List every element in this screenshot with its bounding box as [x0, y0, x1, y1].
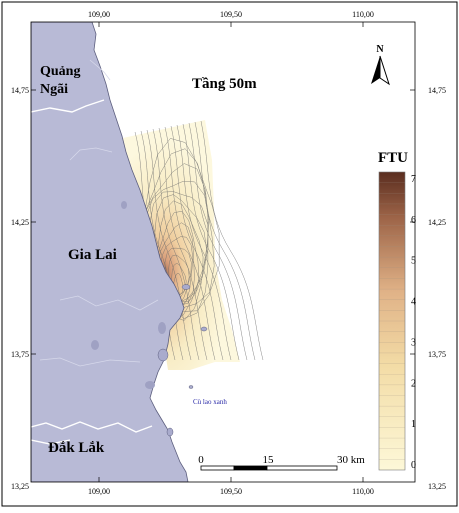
lat-tick-label: 14,75	[11, 86, 29, 95]
scale-bar: 0 15 30 km	[198, 454, 365, 471]
province-labels: Quảng Ngãi Gia Lai Đắk Lắk	[40, 64, 117, 456]
lat-tick-label: 13,75	[428, 350, 446, 359]
province-label-ngai: Ngãi	[40, 82, 68, 97]
lat-labels-left: 14,75 14,25 13,75 13,25	[11, 86, 29, 491]
north-arrow: N	[371, 44, 390, 86]
lon-tick-label: 109,50	[220, 10, 242, 19]
contour-line	[152, 128, 200, 361]
legend-tick-label: 6	[411, 215, 416, 226]
scale-label-15: 15	[263, 454, 275, 466]
lat-tick-label: 13,25	[11, 482, 29, 491]
contour-line	[158, 127, 208, 361]
legend-tick-label: 2	[411, 378, 416, 389]
map-title: Tầng 50m	[192, 76, 257, 92]
legend-bands	[379, 182, 405, 460]
province-label-dak-lak: Đắk Lắk	[48, 440, 105, 456]
islands	[157, 284, 208, 437]
contour-line	[176, 124, 232, 361]
province-label-quang: Quảng	[40, 64, 80, 79]
island-label: Cù lao xanh	[193, 398, 227, 406]
legend-ticks: 7 6 5 4 3 2 1 0	[411, 174, 416, 471]
north-arrow-right-icon	[379, 55, 390, 86]
north-arrow-left-icon	[371, 56, 380, 84]
contour-line	[146, 129, 192, 361]
lon-tick-label: 110,00	[352, 10, 374, 19]
legend-tick-label: 7	[411, 174, 416, 185]
lon-labels-top: 109,00 109,50 110,00	[88, 10, 374, 19]
province-borders	[31, 99, 153, 445]
scale-label-0: 0	[198, 454, 204, 466]
north-label: N	[376, 44, 384, 55]
province-label-gia-lai: Gia Lai	[68, 247, 117, 263]
lat-tick-label: 14,25	[11, 218, 29, 227]
lat-labels-right: 14,75 14,25 13,75 13,25	[428, 86, 446, 491]
legend-tick-label: 5	[411, 256, 416, 267]
map-area	[31, 22, 415, 482]
legend-tick-label: 1	[411, 419, 416, 430]
lon-tick-label: 109,00	[88, 487, 110, 496]
contour-line	[188, 122, 248, 361]
mainland	[31, 22, 189, 482]
turbidity-field	[123, 120, 240, 370]
legend-tick-label: 4	[411, 297, 416, 308]
land-patches	[91, 201, 166, 389]
map-frame	[30, 21, 416, 483]
rivers	[39, 59, 159, 367]
contour-line	[164, 126, 216, 361]
lon-tick-label: 109,00	[88, 10, 110, 19]
contour-line	[170, 125, 224, 361]
legend: FTU 7 6 5 4 3 2 1 0	[378, 150, 416, 471]
lat-tick-label: 14,75	[428, 86, 446, 95]
lat-tick-label: 13,75	[11, 350, 29, 359]
legend-tick-label: 3	[411, 337, 416, 348]
legend-title: FTU	[378, 150, 408, 166]
grid-ticks	[31, 22, 415, 482]
legend-tick-label: 0	[411, 460, 416, 471]
lat-tick-label: 14,25	[428, 218, 446, 227]
contour-line	[194, 121, 256, 361]
lon-labels-bottom: 109,00 109,50 110,00	[88, 487, 374, 496]
lat-tick-label: 13,25	[428, 482, 446, 491]
lon-tick-label: 109,50	[220, 487, 242, 496]
contour-line	[200, 120, 264, 361]
lon-tick-label: 110,00	[352, 487, 374, 496]
cu-lao-xanh-island	[188, 385, 194, 389]
scale-label-30: 30 km	[337, 454, 365, 466]
contour-line	[140, 130, 184, 361]
contour-line	[182, 123, 240, 361]
